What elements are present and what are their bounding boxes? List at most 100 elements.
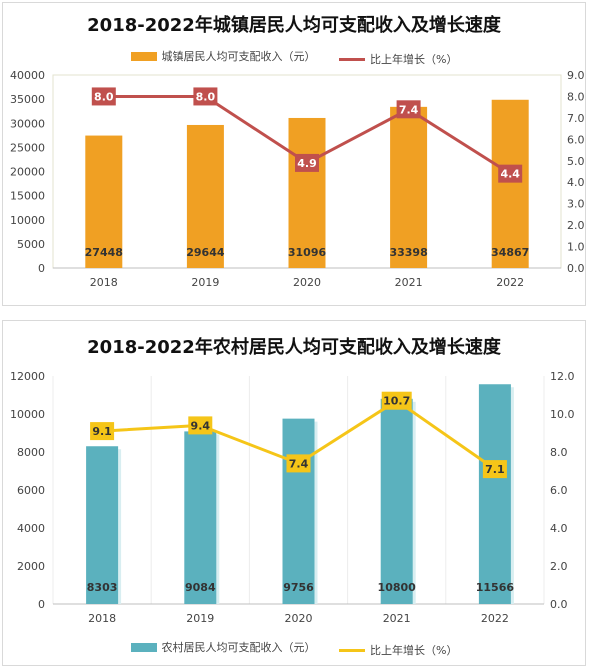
y-right-tick-label: 8.0 <box>550 446 568 459</box>
point-label-box <box>90 422 115 441</box>
bar-value-label: 33398 <box>389 246 427 259</box>
y-left-tick-label: 10000 <box>10 408 45 421</box>
point-label-box <box>482 460 507 479</box>
point-value-label: 4.9 <box>297 157 317 170</box>
legend-bar-swatch <box>130 642 157 652</box>
x-tick-label: 2021 <box>383 612 411 625</box>
x-tick-label: 2022 <box>481 612 509 625</box>
y-right-tick-label: 3.0 <box>567 198 585 211</box>
point-value-label: 10.7 <box>383 395 410 408</box>
bar-value-label: 9084 <box>185 581 216 594</box>
y-left-tick-label: 4000 <box>17 522 45 535</box>
legend-item-line: 比上年增长（%） <box>339 51 457 67</box>
x-tick-label: 2020 <box>285 612 313 625</box>
point-value-label: 8.0 <box>196 90 216 103</box>
y-left-tick-label: 0 <box>38 262 45 275</box>
bar <box>491 99 529 268</box>
y-right-tick-label: 10.0 <box>550 408 575 421</box>
x-tick-label: 2020 <box>293 276 321 289</box>
urban-income-chart-card: 2018-2022年城镇居民人均可支配收入及增长速度 城镇居民人均可支配收入（元… <box>2 2 586 306</box>
point-label-box <box>188 416 213 435</box>
legend-item-bar: 农村居民人均可支配收入（元） <box>130 639 316 655</box>
bar-value-label: 31096 <box>288 246 327 259</box>
y-left-tick-label: 0 <box>38 598 45 611</box>
x-tick-label: 2019 <box>191 276 219 289</box>
legend-bar-label: 农村居民人均可支配收入（元） <box>161 641 316 654</box>
y-left-tick-label: 8000 <box>17 446 45 459</box>
y-left-tick-label: 35000 <box>10 93 45 106</box>
y-left-tick-label: 40000 <box>10 69 45 82</box>
y-left-tick-label: 6000 <box>17 484 45 497</box>
x-tick-label: 2018 <box>88 612 116 625</box>
chart-legend: 农村居民人均可支配收入（元） 比上年增长（%） <box>3 639 585 658</box>
y-right-tick-label: 8.0 <box>567 90 585 103</box>
point-value-label: 7.4 <box>289 457 309 470</box>
y-left-tick-label: 5000 <box>17 238 45 251</box>
bar-value-label: 11566 <box>476 581 515 594</box>
bar <box>478 384 511 604</box>
y-right-tick-label: 12.0 <box>550 370 575 383</box>
y-right-tick-label: 9.0 <box>567 69 585 82</box>
point-label-box <box>498 164 523 183</box>
bar <box>186 124 224 268</box>
point-value-label: 8.0 <box>94 90 114 103</box>
legend-bar-swatch <box>130 51 157 61</box>
bar-value-label: 10800 <box>378 581 417 594</box>
point-value-label: 9.1 <box>92 425 112 438</box>
y-right-tick-label: 4.0 <box>567 176 585 189</box>
point-value-label: 7.1 <box>485 463 505 476</box>
y-left-tick-label: 12000 <box>10 370 45 383</box>
y-right-tick-label: 7.0 <box>567 112 585 125</box>
y-right-tick-label: 0.0 <box>550 598 568 611</box>
legend-item-line: 比上年增长（%） <box>339 642 457 658</box>
y-right-tick-label: 5.0 <box>567 155 585 168</box>
bar-value-label: 27448 <box>85 246 123 259</box>
point-value-label: 4.4 <box>500 168 520 181</box>
y-left-tick-label: 30000 <box>10 117 45 130</box>
point-value-label: 7.4 <box>399 103 419 116</box>
point-label-box <box>286 454 311 473</box>
y-right-tick-label: 1.0 <box>567 241 585 254</box>
point-label-box <box>295 153 319 172</box>
legend-bar-label: 城镇居民人均可支配收入（元） <box>161 50 316 63</box>
x-tick-label: 2018 <box>90 276 118 289</box>
bar-value-label: 9756 <box>283 581 314 594</box>
bar <box>390 106 428 269</box>
bar <box>282 418 315 604</box>
x-tick-label: 2022 <box>496 276 524 289</box>
bar-value-label: 34867 <box>491 246 529 259</box>
y-right-tick-label: 6.0 <box>550 484 568 497</box>
point-label-box <box>193 87 218 106</box>
legend-line-swatch <box>339 648 366 652</box>
point-label-box <box>396 100 421 119</box>
chart-legend: 城镇居民人均可支配收入（元） 比上年增长（%） <box>3 48 585 67</box>
bar <box>380 398 413 604</box>
bar-value-label: 8303 <box>87 581 118 594</box>
chart-plot: 0 2000 4000 6000 8000 10000 12000 0.0 2.0 4.0 6.0 8… <box>10 370 575 625</box>
y-right-tick-label: 4.0 <box>550 522 568 535</box>
y-left-tick-label: 20000 <box>10 166 45 179</box>
legend-line-swatch <box>339 57 366 61</box>
bar <box>86 446 119 604</box>
y-left-tick-label: 10000 <box>10 214 45 227</box>
y-left-tick-label: 25000 <box>10 141 45 154</box>
y-left-tick-label: 15000 <box>10 190 45 203</box>
x-tick-label: 2019 <box>186 612 214 625</box>
y-right-tick-label: 2.0 <box>550 560 568 573</box>
chart-title: 2018-2022年农村居民人均可支配收入及增长速度 <box>87 337 501 358</box>
y-right-tick-label: 0.0 <box>567 262 585 275</box>
rural-income-chart-card: 2018-2022年农村居民人均可支配收入及增长速度 0 2000 4000 6000… <box>2 320 586 666</box>
legend-line-label: 比上年增长（%） <box>370 53 458 66</box>
point-label-box <box>381 391 412 410</box>
y-right-tick-label: 6.0 <box>567 133 585 146</box>
x-tick-label: 2021 <box>395 276 423 289</box>
bar-value-label: 29644 <box>186 246 225 259</box>
bar <box>184 431 217 604</box>
chart-plot: 0 5000 10000 15000 20000 25000 30000 35000 40000… <box>10 69 585 289</box>
bar <box>85 135 123 268</box>
y-left-tick-label: 2000 <box>17 560 45 573</box>
legend-item-bar: 城镇居民人均可支配收入（元） <box>130 48 316 64</box>
legend-line-label: 比上年增长（%） <box>370 644 458 657</box>
point-label-box <box>91 87 116 106</box>
y-right-tick-label: 2.0 <box>567 219 585 232</box>
